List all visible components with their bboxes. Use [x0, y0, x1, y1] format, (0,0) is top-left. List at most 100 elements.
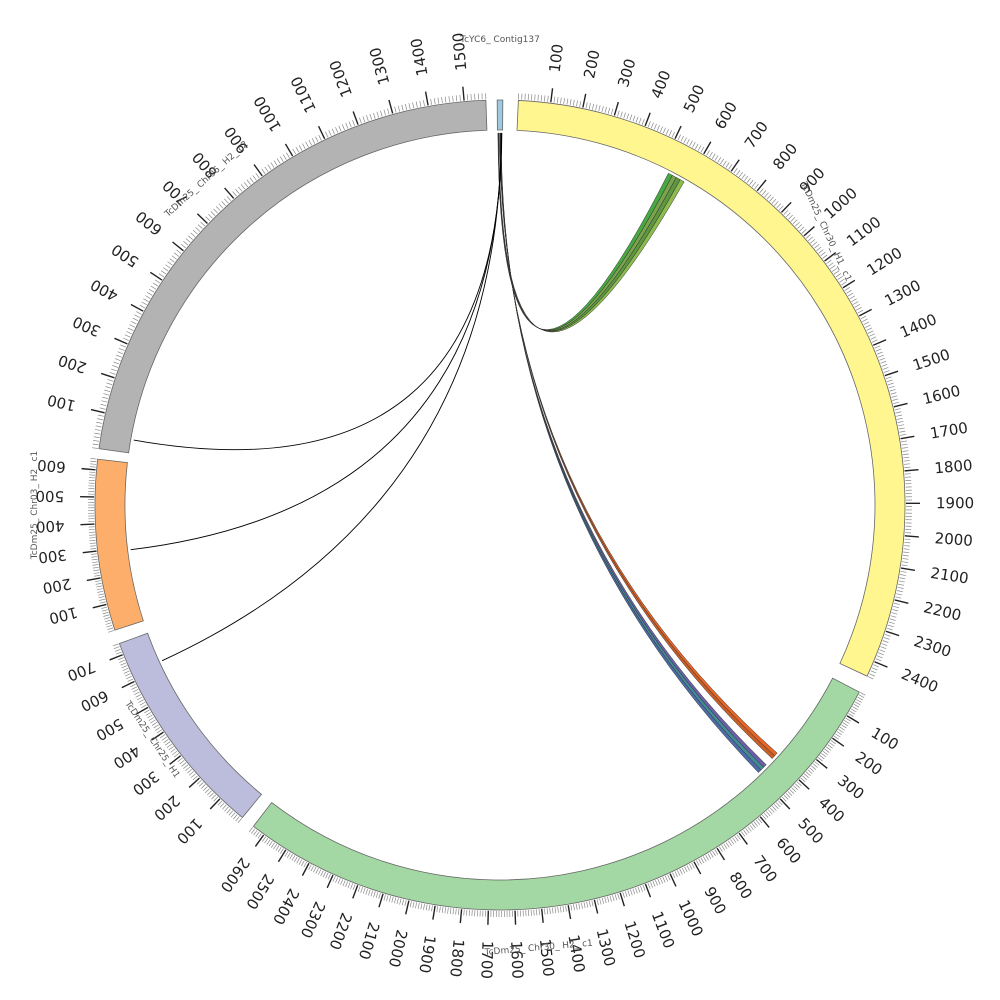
- minor-tick: [662, 876, 666, 883]
- minor-tick: [89, 539, 96, 542]
- minor-tick: [854, 701, 861, 706]
- minor-tick: [596, 899, 599, 906]
- minor-tick: [792, 219, 798, 225]
- minor-tick: [620, 111, 623, 118]
- minor-tick: [391, 896, 394, 903]
- tick-label: 2500: [242, 871, 277, 913]
- minor-tick: [127, 327, 134, 331]
- minor-tick: [839, 726, 846, 731]
- minor-tick: [275, 845, 280, 851]
- tick-label: 500: [680, 82, 709, 116]
- minor-tick: [659, 877, 663, 884]
- tick-label: 500: [93, 714, 127, 744]
- minor-tick: [846, 289, 852, 294]
- tick-label: 1100: [648, 909, 678, 951]
- tick-label: 1800: [446, 938, 468, 978]
- major-tick: [284, 143, 294, 157]
- minor-tick: [183, 241, 189, 246]
- minor-tick: [96, 421, 103, 424]
- minor-tick: [849, 710, 856, 715]
- major-tick: [900, 435, 915, 440]
- minor-tick: [789, 789, 795, 794]
- minor-tick: [185, 766, 191, 772]
- minor-tick: [869, 333, 875, 337]
- minor-tick: [224, 806, 229, 812]
- minor-tick: [898, 427, 905, 430]
- tick-label: 200: [41, 574, 72, 597]
- minor-tick: [108, 630, 114, 633]
- minor-tick: [882, 367, 889, 370]
- minor-tick: [139, 304, 146, 309]
- major-tick: [326, 874, 334, 889]
- minor-tick: [458, 908, 460, 915]
- tick-label: 300: [129, 767, 163, 799]
- minor-tick: [835, 273, 842, 278]
- minor-tick: [761, 814, 767, 820]
- minor-tick: [328, 130, 332, 136]
- minor-tick: [788, 214, 793, 220]
- minor-tick: [114, 358, 121, 362]
- minor-tick: [707, 853, 712, 860]
- minor-tick: [92, 561, 99, 564]
- minor-tick: [785, 793, 791, 798]
- minor-tick: [240, 184, 246, 190]
- major-tick: [378, 893, 384, 908]
- minor-tick: [863, 321, 870, 325]
- minor-tick: [734, 836, 739, 842]
- minor-tick: [360, 886, 364, 893]
- minor-tick: [179, 760, 185, 765]
- minor-tick: [248, 826, 254, 833]
- major-tick: [831, 737, 845, 747]
- minor-tick: [121, 665, 128, 669]
- minor-tick: [829, 742, 835, 747]
- minor-tick: [177, 757, 183, 763]
- minor-tick: [270, 162, 275, 168]
- tick-label: 500: [794, 814, 827, 847]
- minor-tick: [136, 696, 143, 701]
- tick-label: 1400: [407, 37, 431, 78]
- minor-tick: [896, 593, 903, 596]
- minor-tick: [802, 775, 808, 781]
- minor-tick: [852, 706, 858, 710]
- minor-tick: [186, 768, 193, 774]
- minor-tick: [436, 906, 439, 913]
- minor-tick: [650, 881, 653, 888]
- minor-tick: [441, 97, 443, 104]
- major-tick: [779, 798, 791, 810]
- major-tick: [904, 535, 919, 538]
- minor-tick: [650, 122, 654, 129]
- minor-tick: [801, 229, 807, 234]
- minor-tick: [103, 393, 110, 396]
- minor-tick: [160, 270, 167, 275]
- minor-tick: [899, 434, 906, 436]
- tick-label: 400: [110, 741, 144, 772]
- minor-tick: [114, 649, 121, 652]
- minor-tick: [764, 192, 769, 198]
- minor-tick: [93, 569, 100, 572]
- tick-label: 1500: [536, 938, 558, 978]
- tick-label: 1000: [674, 897, 706, 939]
- major-tick: [135, 706, 149, 715]
- minor-tick: [893, 401, 900, 404]
- minor-tick: [866, 327, 873, 331]
- minor-tick: [892, 398, 899, 401]
- minor-tick: [134, 691, 140, 696]
- minor-tick: [751, 181, 757, 187]
- minor-tick: [106, 624, 113, 628]
- minor-tick: [694, 143, 699, 150]
- minor-tick: [818, 249, 824, 254]
- minor-tick: [689, 140, 693, 147]
- tick-label: 1000: [820, 184, 861, 223]
- minor-tick: [838, 729, 844, 733]
- minor-tick: [98, 596, 105, 599]
- minor-tick: [105, 622, 112, 625]
- minor-tick: [647, 121, 651, 128]
- major-tick: [693, 861, 702, 875]
- minor-tick: [99, 601, 106, 604]
- minor-tick: [95, 580, 102, 583]
- minor-tick: [881, 643, 888, 646]
- minor-tick: [746, 177, 751, 183]
- minor-tick: [681, 867, 686, 874]
- minor-tick: [233, 814, 238, 820]
- major-tick: [619, 892, 625, 907]
